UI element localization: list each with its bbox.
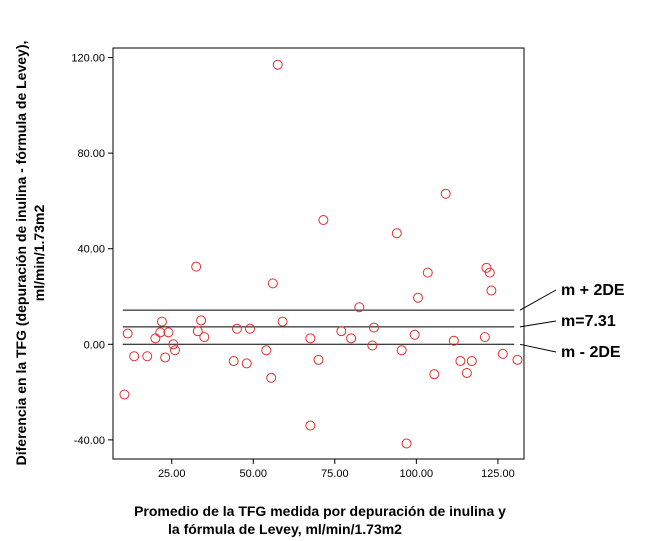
data-point bbox=[305, 333, 316, 344]
data-point bbox=[336, 326, 347, 337]
data-point bbox=[267, 278, 278, 289]
data-point bbox=[196, 315, 207, 326]
data-point bbox=[191, 261, 202, 272]
data-point bbox=[396, 345, 407, 356]
data-point bbox=[391, 228, 402, 239]
data-point bbox=[156, 316, 167, 327]
data-point bbox=[150, 333, 161, 344]
plot-frame bbox=[112, 47, 525, 460]
data-point bbox=[466, 356, 477, 367]
y-tick-label: 120.00 bbox=[71, 53, 105, 65]
x-tick-label: 50.00 bbox=[239, 468, 267, 480]
x-tick-label: 75.00 bbox=[321, 468, 349, 480]
data-point bbox=[422, 267, 433, 278]
data-point bbox=[440, 188, 451, 199]
data-point bbox=[119, 389, 130, 400]
data-point bbox=[497, 348, 508, 359]
data-point bbox=[228, 356, 239, 367]
data-point bbox=[122, 328, 133, 339]
lower-limit-annotation: m - 2DE bbox=[561, 344, 621, 361]
reference-lines bbox=[122, 309, 515, 345]
data-point bbox=[461, 367, 472, 378]
data-point bbox=[429, 369, 440, 380]
mean-annotation: m=7.31 bbox=[561, 313, 616, 330]
x-tick-label: 125.00 bbox=[481, 468, 515, 480]
data-point bbox=[160, 352, 171, 363]
data-point bbox=[455, 356, 466, 367]
y-tick-label: 80.00 bbox=[77, 148, 105, 160]
data-point bbox=[266, 372, 277, 383]
data-point bbox=[245, 323, 255, 334]
y-tick-label: 0.00 bbox=[84, 339, 105, 351]
x-axis-label-line-1: Promedio de la TFG medida por depuración… bbox=[134, 503, 506, 519]
data-point bbox=[169, 345, 180, 356]
y-axis-label-line-2: ml/min/1.73m2 bbox=[31, 205, 47, 302]
data-point bbox=[484, 267, 495, 278]
data-point bbox=[367, 340, 378, 351]
data-point bbox=[192, 326, 203, 337]
data-point bbox=[199, 332, 210, 343]
data-point bbox=[409, 329, 420, 340]
y-tick-label: -40.00 bbox=[74, 435, 105, 447]
data-point bbox=[272, 59, 283, 70]
x-axis-ticks: 25.00 50.00 75.00 100.00 125.00 bbox=[158, 459, 515, 480]
data-point bbox=[313, 354, 324, 365]
y-axis-ticks: -40.00 0.00 40.00 80.00 120.00 bbox=[71, 53, 113, 447]
data-point bbox=[241, 358, 252, 369]
data-point bbox=[318, 215, 329, 226]
data-points bbox=[119, 59, 523, 449]
data-point bbox=[448, 335, 459, 346]
reference-annotations: m + 2DE m=7.31 m - 2DE bbox=[519, 282, 625, 361]
data-point bbox=[354, 302, 365, 313]
x-tick-label: 25.00 bbox=[158, 468, 186, 480]
data-point bbox=[277, 316, 288, 327]
data-point bbox=[486, 285, 497, 296]
annotation-leader-line bbox=[519, 320, 557, 328]
x-tick-label: 100.00 bbox=[400, 468, 434, 480]
data-point bbox=[368, 322, 379, 333]
data-point bbox=[142, 351, 153, 362]
upper-limit-annotation: m + 2DE bbox=[561, 282, 625, 299]
x-axis-label-line-2: la fórmula de Levey, ml/min/1.73m2 bbox=[168, 521, 402, 537]
data-point bbox=[261, 345, 272, 356]
data-point bbox=[163, 327, 174, 338]
data-point bbox=[129, 351, 140, 362]
data-point bbox=[412, 292, 423, 303]
data-point bbox=[346, 333, 357, 344]
data-point bbox=[305, 420, 316, 431]
data-point bbox=[479, 332, 490, 343]
y-axis-label-line-1: Diferencia en la TFG (depuración de inul… bbox=[13, 41, 29, 466]
data-point bbox=[401, 438, 412, 449]
y-tick-label: 40.00 bbox=[77, 244, 105, 256]
data-point bbox=[231, 323, 242, 334]
data-point bbox=[512, 354, 523, 365]
data-point bbox=[155, 327, 166, 338]
annotation-leader-line bbox=[519, 343, 557, 353]
data-point bbox=[168, 339, 179, 350]
annotation-leader-line bbox=[519, 289, 557, 311]
